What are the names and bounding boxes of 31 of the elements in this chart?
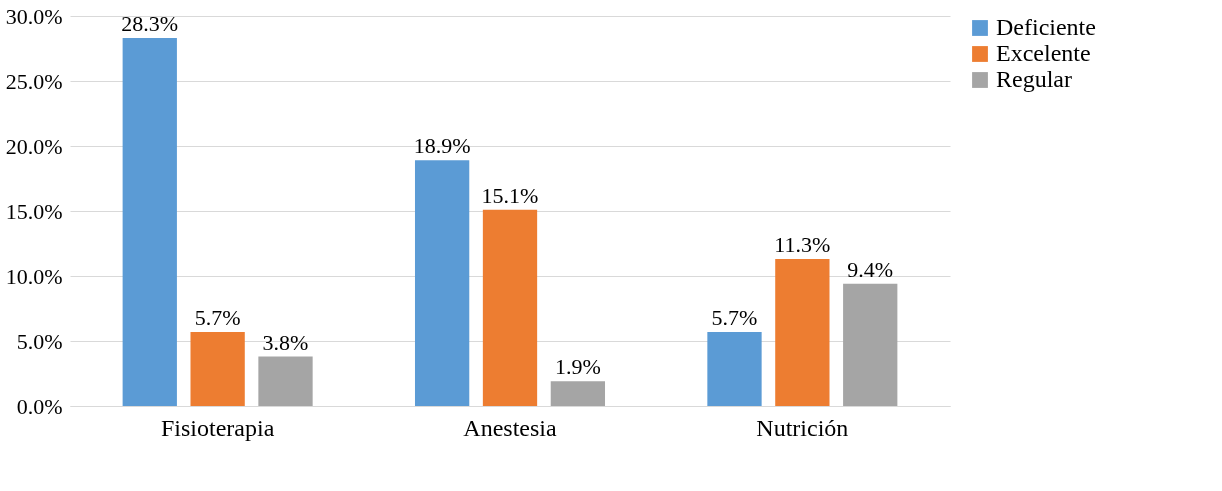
y-tick-label: 5.0%: [16, 328, 63, 354]
data-label: 5.7%: [194, 304, 241, 330]
x-tick-label: Fisioterapia: [160, 414, 275, 441]
legend-label: Deficiente: [996, 14, 1096, 40]
data-label: 5.7%: [711, 304, 758, 330]
legend-label: Regular: [996, 66, 1072, 92]
bar: [482, 209, 538, 406]
y-tick-label: 15.0%: [5, 198, 63, 224]
bar: [775, 259, 830, 406]
data-label: 18.9%: [413, 133, 471, 159]
bar: [258, 356, 313, 406]
data-label: 1.9%: [554, 354, 601, 380]
x-tick-label: Nutrición: [756, 414, 849, 441]
data-label: 28.3%: [121, 11, 179, 37]
y-tick-label: 10.0%: [5, 263, 63, 289]
y-tick-label: 0.0%: [16, 393, 63, 419]
y-tick-label: 25.0%: [5, 68, 63, 94]
data-label: 3.8%: [262, 329, 309, 355]
data-label: 11.3%: [774, 232, 831, 258]
y-tick-label: 30.0%: [5, 3, 63, 29]
bar: [122, 38, 177, 406]
data-label: 9.4%: [847, 256, 894, 282]
bar: [414, 160, 470, 406]
legend-label: Excelente: [996, 40, 1091, 66]
bar: [843, 283, 898, 406]
bar: [707, 331, 762, 406]
x-tick-label: Anestesia: [463, 414, 557, 441]
y-tick-label: 20.0%: [5, 133, 63, 159]
data-label: 15.1%: [481, 182, 539, 208]
bar: [550, 381, 606, 406]
bar: [190, 331, 245, 406]
